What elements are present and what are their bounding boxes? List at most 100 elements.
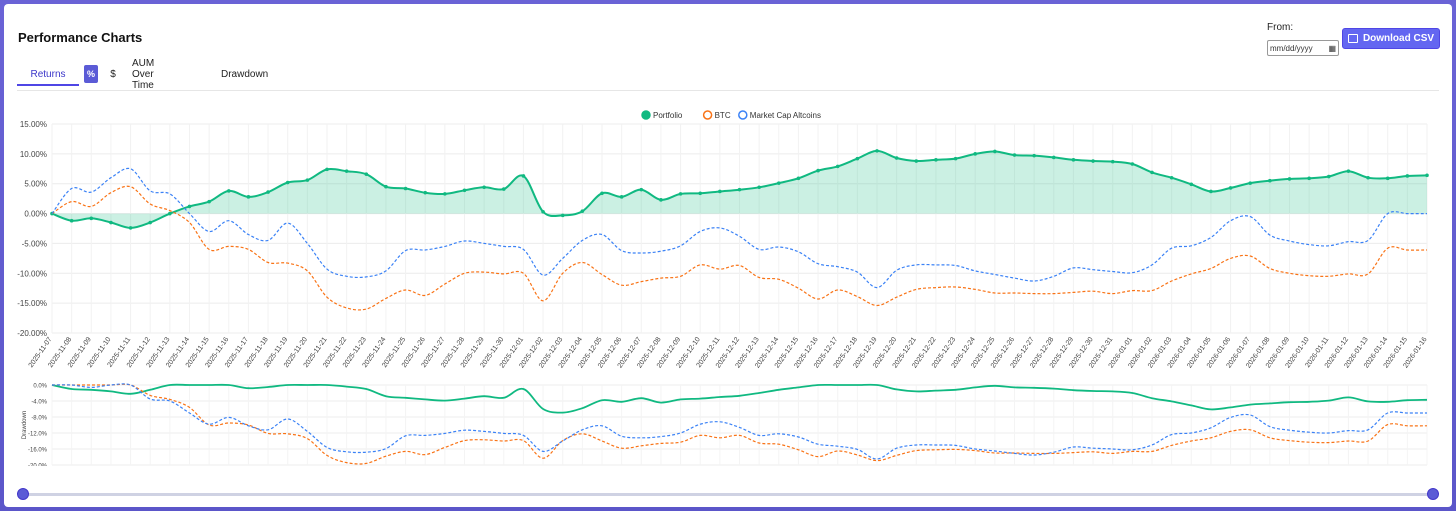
portfolio-point [619, 195, 624, 199]
calendar-icon[interactable]: ▦ [1328, 43, 1336, 53]
portfolio-point [344, 169, 349, 173]
legend-marker-btc [702, 110, 713, 120]
toggle-percent[interactable]: % [84, 65, 98, 83]
range-slider-start-handle[interactable] [17, 488, 29, 500]
portfolio-point [266, 190, 270, 194]
series-line-market-cap-altcoins [51, 167, 1428, 289]
portfolio-point [796, 176, 801, 181]
drawdown-chart[interactable]: 0.0% -4.0% -8.0% -12.0% -16.0% -20.0% Drawdown [4, 376, 1452, 466]
portfolio-point [541, 209, 545, 214]
portfolio-point [1012, 153, 1017, 157]
portfolio-point [816, 168, 820, 173]
portfolio-point [659, 198, 663, 202]
y-tick-label: 5.00% [24, 180, 47, 189]
date-placeholder: mm/dd/yyyy [1270, 43, 1313, 53]
portfolio-point [855, 156, 860, 161]
download-icon [1347, 34, 1358, 43]
portfolio-point [148, 220, 153, 225]
y-tick-label: -5.00% [22, 239, 47, 248]
chart-legend: Portfolio BTC Market Cap Altcoins [641, 110, 821, 120]
dd-y-tick-label: -16.0% [28, 448, 48, 454]
portfolio-point [364, 172, 369, 176]
tab-drawdown[interactable]: Drawdown [221, 68, 269, 80]
portfolio-point [973, 152, 978, 156]
portfolio-point [1346, 169, 1351, 173]
portfolio-point [443, 192, 447, 196]
legend-marker-portfolio [641, 110, 651, 120]
portfolio-point [1228, 186, 1233, 190]
portfolio-point [600, 191, 604, 196]
tabs-divider [17, 90, 1439, 91]
portfolio-point [1150, 170, 1154, 175]
y-tick-label: 10.00% [20, 150, 47, 159]
series-line-btc [51, 185, 1428, 311]
portfolio-point [718, 189, 722, 194]
legend-marker-market-cap-altcoins [738, 110, 748, 120]
portfolio-point [1032, 153, 1036, 158]
portfolio-point [875, 149, 879, 153]
range-slider-end-handle[interactable] [1427, 488, 1439, 500]
portfolio-point [1425, 173, 1429, 178]
portfolio-point [1051, 155, 1056, 160]
portfolio-point [128, 226, 133, 230]
portfolio-area [52, 150, 1427, 228]
dd-series-line-btc [52, 383, 1428, 465]
portfolio-point [1307, 176, 1311, 181]
page-title: Performance Charts [18, 30, 143, 45]
tab-aum-over-time[interactable]: AUM Over Time [132, 57, 155, 91]
from-date-input[interactable]: mm/dd/yyyy ▦ [1267, 40, 1339, 56]
portfolio-point [1268, 178, 1272, 183]
toggle-dollar[interactable]: $ [110, 68, 116, 80]
portfolio-point [246, 195, 251, 199]
y-tick-label: -20.00% [17, 329, 47, 338]
y-tick-label: 0.00% [24, 210, 47, 219]
legend-label-btc: BTC [715, 111, 731, 120]
portfolio-point [384, 184, 388, 189]
dd-y-tick-label: -12.0% [28, 432, 48, 438]
portfolio-point [1091, 159, 1095, 163]
portfolio-point [1110, 159, 1115, 164]
dd-y-tick-label: 0.0% [33, 384, 47, 390]
portfolio-point [462, 188, 467, 193]
portfolio-point [423, 190, 428, 195]
portfolio-point [580, 209, 585, 213]
download-csv-button[interactable]: Download CSV [1342, 28, 1440, 49]
portfolio-point [226, 189, 231, 193]
dd-y-tick-label: -8.0% [31, 416, 47, 422]
portfolio-point [521, 174, 526, 178]
dd-y-tick-label: -20.0% [28, 464, 48, 467]
portfolio-point [403, 186, 408, 191]
portfolio-point [698, 191, 703, 196]
portfolio-point [639, 187, 644, 192]
portfolio-point [678, 192, 683, 196]
portfolio-point [894, 156, 899, 160]
portfolio-point [1169, 175, 1174, 180]
returns-chart[interactable]: 15.00% 10.00% 5.00% 0.00% -5.00% -10.00% -15.0… [4, 100, 1452, 376]
range-slider-track[interactable] [22, 493, 1434, 496]
portfolio-point [69, 218, 74, 223]
portfolio-point [168, 211, 172, 216]
portfolio-point [1189, 182, 1194, 187]
dd-y-tick-label: -4.0% [31, 400, 47, 406]
portfolio-point [1385, 176, 1390, 181]
portfolio-point [1071, 158, 1076, 162]
portfolio-point [325, 167, 329, 172]
portfolio-point [109, 220, 113, 225]
portfolio-point [1287, 177, 1292, 181]
tab-returns[interactable]: Returns [17, 64, 79, 86]
portfolio-point [1405, 174, 1410, 178]
portfolio-point [187, 204, 192, 209]
dd-series-line-portfolio [51, 383, 1428, 414]
performance-card: Performance Charts From: mm/dd/yyyy ▦ Do… [4, 4, 1452, 507]
portfolio-point [914, 159, 919, 163]
portfolio-point [89, 216, 94, 221]
portfolio-point [305, 178, 310, 182]
portfolio-point [776, 181, 781, 185]
download-csv-label: Download CSV [1362, 33, 1435, 44]
dd-series-line-market-cap-altcoins [51, 383, 1427, 460]
portfolio-point [757, 185, 761, 190]
dd-y-axis-label: Drawdown [22, 411, 28, 439]
portfolio-point [501, 187, 506, 191]
portfolio-point [482, 185, 486, 190]
y-tick-label: -15.00% [17, 299, 47, 308]
